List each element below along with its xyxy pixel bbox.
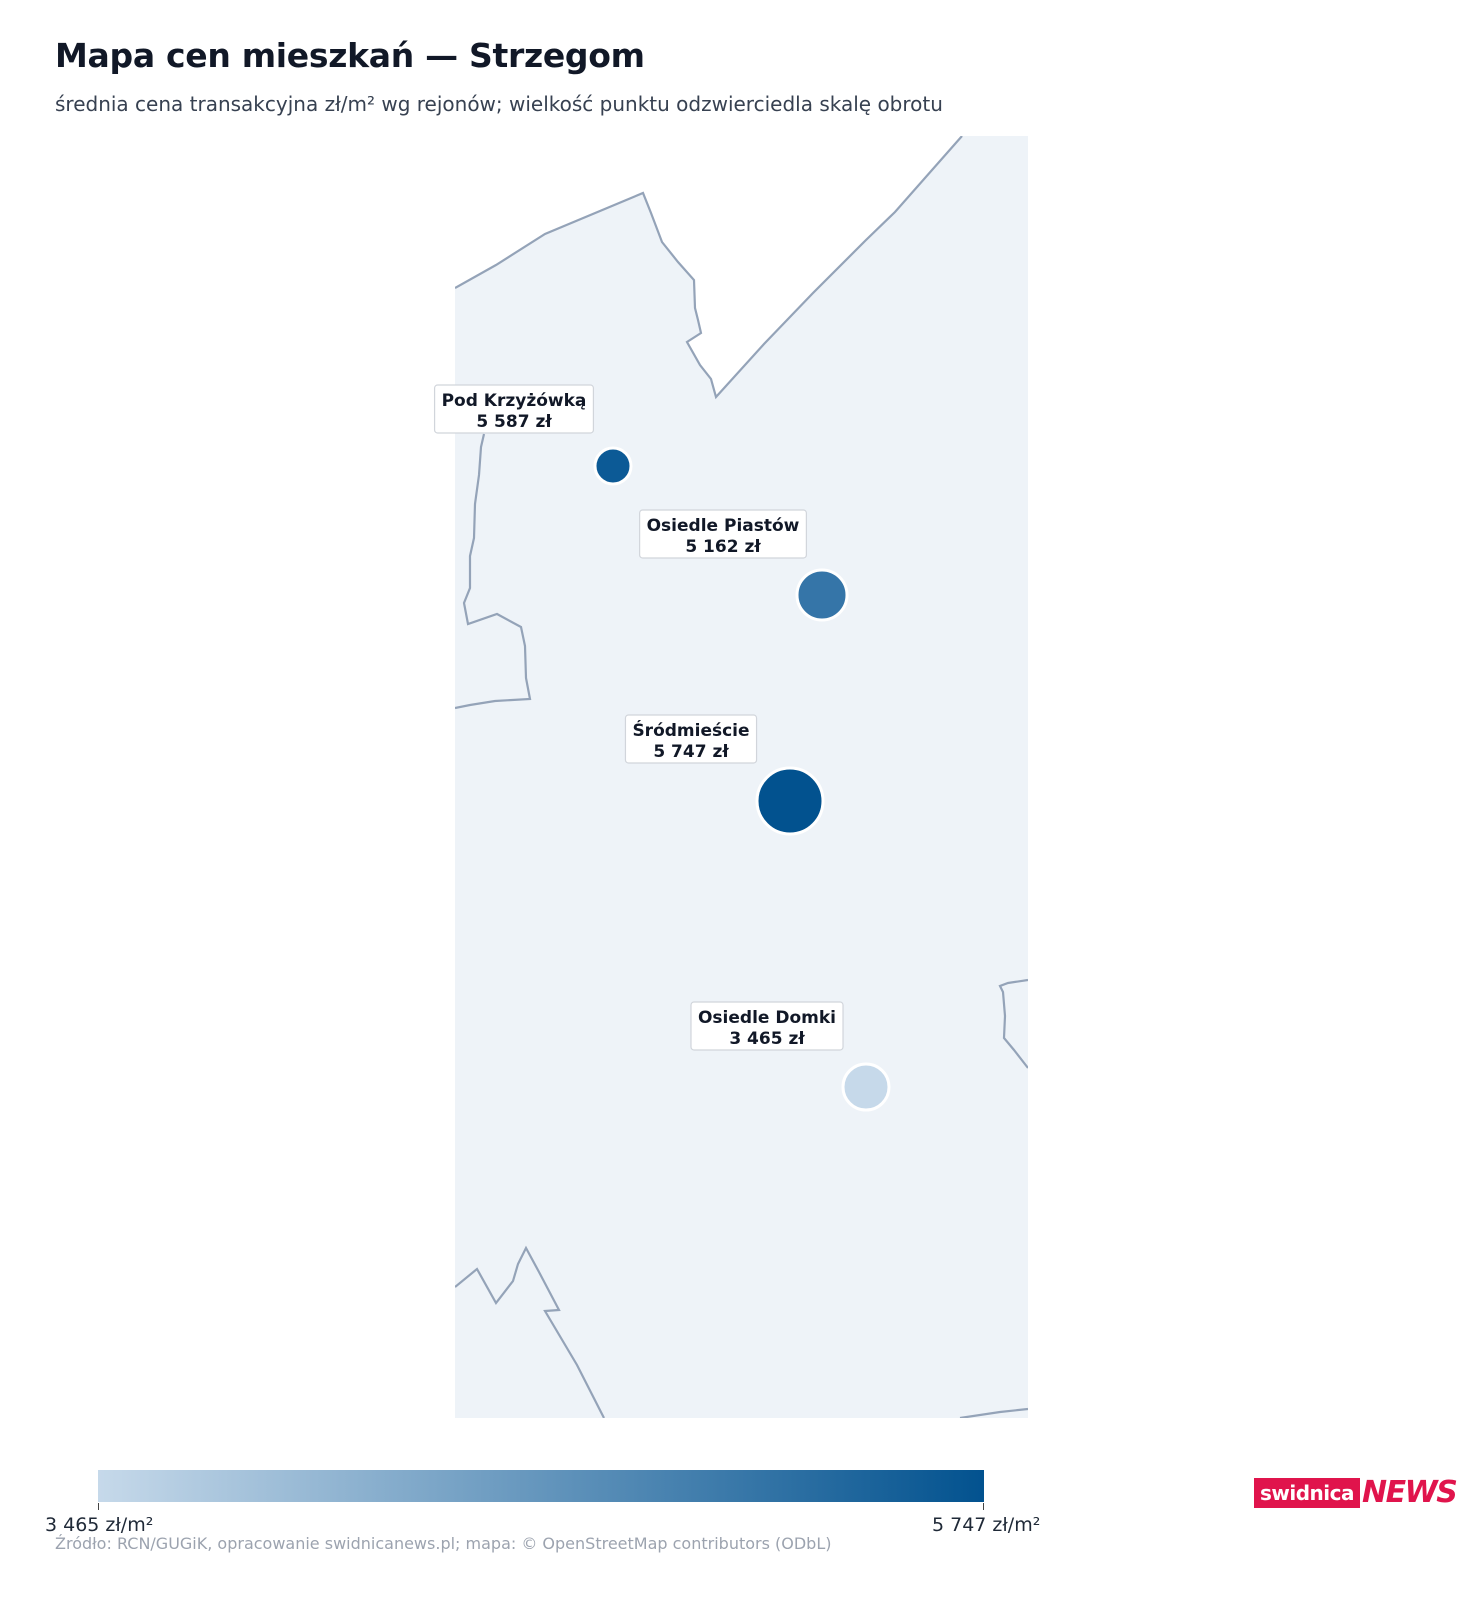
map-boundary-north bbox=[455, 136, 963, 400]
color-scale-min-label: 3 465 zł/m² bbox=[45, 1514, 154, 1536]
label-box bbox=[624, 714, 758, 764]
label-box bbox=[433, 384, 595, 434]
color-scale-bar bbox=[98, 1470, 984, 1502]
map-area bbox=[455, 136, 1028, 1418]
district-price: 5 587 zł bbox=[476, 412, 552, 432]
color-scale-max-label: 5 747 zł/m² bbox=[932, 1514, 1041, 1536]
district-name: Osiedle Domki bbox=[698, 1008, 836, 1028]
map-boundary-east bbox=[998, 978, 1028, 1069]
color-scale-tick-min bbox=[98, 1503, 99, 1510]
source-note: Źródło: RCN/GUGiK, opracowanie swidnican… bbox=[55, 1534, 832, 1553]
map-boundary-southeast bbox=[959, 1407, 1028, 1418]
district-price: 5 162 zł bbox=[685, 537, 761, 557]
label-box bbox=[639, 509, 807, 559]
logo-text-swidnica: swidnica bbox=[1254, 1478, 1360, 1508]
label-box bbox=[690, 1001, 844, 1051]
map-title: Mapa cen mieszkań — Strzegom bbox=[55, 36, 645, 75]
marker-osiedle-domki[interactable] bbox=[841, 1062, 891, 1112]
district-markers bbox=[593, 446, 891, 1112]
map-boundary-south bbox=[455, 1245, 605, 1418]
district-price: 3 465 zł bbox=[729, 1029, 805, 1049]
district-name: Osiedle Piastów bbox=[647, 516, 800, 536]
map-subtitle: średnia cena transakcyjna zł/m² wg rejon… bbox=[55, 92, 943, 116]
marker-srodmiescie[interactable] bbox=[755, 766, 825, 836]
swidnicanews-logo: swidnica NEWS bbox=[1254, 1475, 1458, 1510]
district-name: Pod Krzyżówką bbox=[442, 391, 587, 411]
map-boundary-west bbox=[455, 433, 532, 710]
map-region-fill bbox=[455, 136, 1028, 1418]
district-name: Śródmieście bbox=[632, 719, 749, 741]
color-scale-tick-max bbox=[983, 1503, 984, 1510]
marker-pod-krzyzowka[interactable] bbox=[593, 446, 633, 486]
logo-text-news: NEWS bbox=[1362, 1475, 1458, 1510]
district-price: 5 747 zł bbox=[653, 742, 729, 762]
marker-osiedle-piastow[interactable] bbox=[795, 568, 849, 622]
